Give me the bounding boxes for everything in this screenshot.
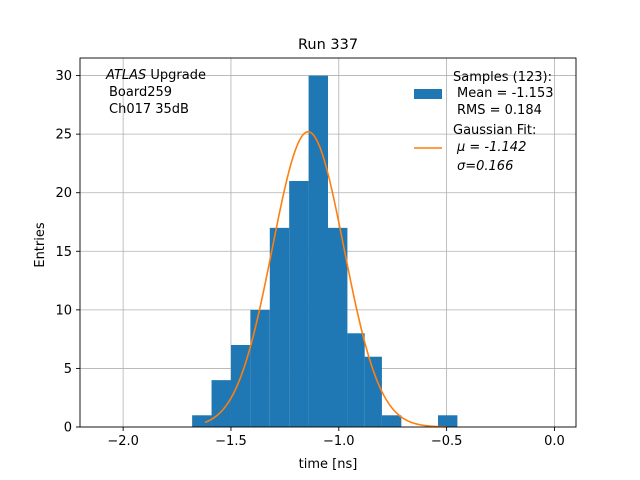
annotation-upgrade: Upgrade <box>146 68 206 83</box>
x-tick-label: −1.5 <box>215 434 247 449</box>
axes-frame <box>79 57 577 428</box>
x-axis-ticks: −2.0 −1.5 −1.0 −0.5 0.0 <box>107 427 565 449</box>
histogram-bar <box>269 227 290 427</box>
annotation-line-1: ATLAS Upgrade <box>105 68 206 83</box>
legend: Samples (123): Mean = -1.153 RMS = 0.184… <box>414 70 553 174</box>
histogram-bar <box>250 309 270 427</box>
histogram-bar <box>308 75 328 428</box>
legend-fit-mu: μ = -1.142 <box>456 140 526 155</box>
y-tick-label: 5 <box>64 362 72 377</box>
chart-title: Run 337 <box>298 37 358 53</box>
y-tick-label: 0 <box>64 421 72 436</box>
annotation-line-2: Board259 <box>109 85 172 100</box>
histogram-bar <box>328 227 348 427</box>
annotation-atlas: ATLAS <box>105 68 146 83</box>
legend-swatch-samples <box>414 89 442 99</box>
atlas-annotation: ATLAS Upgrade Board259 Ch017 35dB <box>105 68 206 117</box>
x-tick-label: −1.0 <box>323 434 355 449</box>
histogram-bar <box>381 415 402 427</box>
histogram-bar <box>289 181 309 427</box>
y-tick-label: 30 <box>55 69 72 84</box>
y-axis-ticks: 0 5 10 15 20 25 30 <box>55 69 80 436</box>
legend-fit-sigma: σ=0.166 <box>457 159 513 174</box>
histogram-bar <box>192 415 212 427</box>
legend-samples-mean: Mean = -1.153 <box>457 86 553 101</box>
y-tick-label: 10 <box>55 303 72 318</box>
histogram-bar <box>437 415 458 427</box>
histogram-bar <box>347 333 365 427</box>
x-tick-label: −2.0 <box>107 434 139 449</box>
x-tick-label: −0.5 <box>431 434 463 449</box>
x-tick-label: 0.0 <box>544 434 565 449</box>
legend-samples-rms: RMS = 0.184 <box>457 103 542 118</box>
annotation-line-3: Ch017 35dB <box>109 102 189 117</box>
y-tick-label: 20 <box>55 186 72 201</box>
gaussian-fit-line <box>204 131 447 428</box>
x-axis-label: time [ns] <box>299 457 358 472</box>
legend-samples-label: Samples (123): <box>453 70 552 85</box>
legend-fit-label: Gaussian Fit: <box>453 123 536 138</box>
histogram-bar <box>364 356 382 427</box>
y-tick-label: 25 <box>55 128 72 143</box>
y-axis-label: Entries <box>33 222 48 268</box>
y-tick-label: 15 <box>55 245 72 260</box>
